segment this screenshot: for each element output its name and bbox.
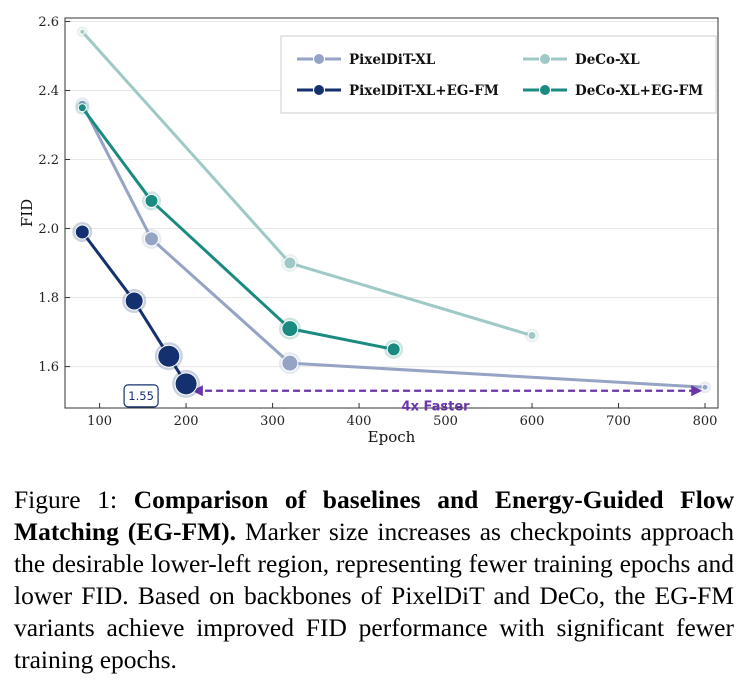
y-tick-label-1-8: 1.8 [38,291,59,306]
fid-epoch-line-chart: 100 200 300 400 500 600 700 800 1.6 1.8 2.0 2.2 2.4 2… [18,15,719,446]
best-value-badge [123,384,159,408]
legend-marker-deco-xl-eg-fm [539,84,551,96]
y-tick-label-1-6: 1.6 [38,360,59,375]
marker-pixeldit-xl-160 [143,231,159,247]
legend-marker-pixeldit-xl [313,53,325,65]
legend-marker-deco-xl [539,53,551,65]
speedup-arrow-label: 4x Faster [402,400,471,415]
x-tick-label-800: 800 [693,414,718,429]
legend-marker-pixeldit-xl-eg-fm [313,84,325,96]
x-tick-label-400: 400 [347,414,372,429]
marker-deco-xl-eg-fm-80 [77,103,87,113]
x-axis-title: Epoch [368,428,416,446]
x-tick-label-300: 300 [260,414,285,429]
caption-prefix: Figure 1: [14,485,134,514]
marker-deco-xl-320 [283,256,297,270]
marker-deco-xl-80 [79,28,86,35]
legend-label-deco-xl-eg-fm: DeCo-XL+EG-FM [575,83,703,99]
y-tick-label-2: 2.0 [38,222,59,237]
marker-pixeldit-xl-eg-fm-200 [174,372,198,396]
x-tick-label-200: 200 [174,414,199,429]
legend-label-pixeldit-xl: PixelDiT-XL [349,52,436,68]
x-tick-label-700: 700 [606,414,631,429]
x-tick-label-100: 100 [87,414,112,429]
marker-pixeldit-xl-eg-fm-140 [124,291,144,311]
marker-deco-xl-eg-fm-440 [386,342,401,357]
x-tick-label-600: 600 [520,414,545,429]
y-tick-label-2-2: 2.2 [38,153,59,168]
marker-pixeldit-xl-320 [281,354,299,372]
caption-bold-title: Comparison of baselines and Energy-Guide… [14,485,734,546]
series-line-pixeldit-xl [80,103,706,389]
marker-deco-xl-600 [527,331,537,341]
marker-deco-xl-eg-fm-320 [281,320,299,338]
y-tick-label-2-6: 2.6 [38,15,59,30]
y-axis-title: FID [18,199,36,227]
figure-caption: Figure 1: Comparison of baselines and En… [14,484,734,676]
series-line-pixeldit-xl-eg-fm [81,231,188,385]
marker-pixeldit-xl-eg-fm-180 [157,344,181,368]
marker-pixeldit-xl-800 [701,383,709,391]
plot-frame [64,17,719,409]
legend-box [280,35,717,114]
y-tick-label-2-4: 2.4 [38,84,59,99]
legend-label-deco-xl: DeCo-XL [575,52,640,68]
chart: 100 200 300 400 500 600 700 800 1.6 1.8 2.0 2.2 2.4 2… [18,15,719,446]
x-tick-label-500: 500 [433,414,458,429]
legend-label-pixeldit-xl-eg-fm: PixelDiT-XL+EG-FM [349,83,499,99]
marker-pixeldit-xl-eg-fm-80 [74,224,90,240]
caption-body: Marker size increases as checkpoints app… [14,517,734,674]
best-value-badge-label: 1.55 [128,389,154,403]
marker-deco-xl-eg-fm-160 [144,193,159,208]
series-line-deco-xl-eg-fm [81,106,394,351]
